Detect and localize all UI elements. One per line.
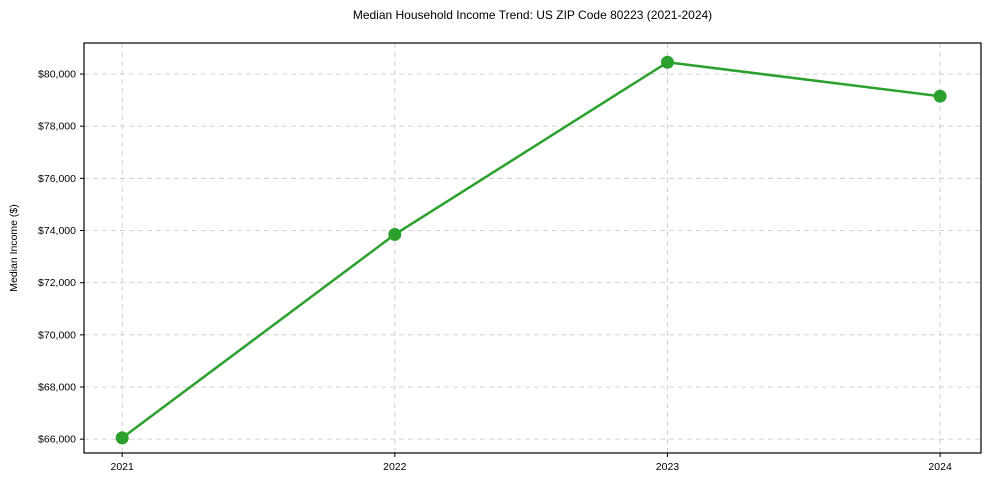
y-tick-label: $78,000	[38, 121, 76, 133]
x-tick-label: 2024	[928, 461, 952, 473]
y-tick-label: $80,000	[38, 69, 76, 81]
x-tick-label: 2021	[110, 461, 134, 473]
data-point-2024	[933, 89, 947, 103]
y-tick-label: $72,000	[38, 277, 76, 289]
y-tick-label: $68,000	[38, 382, 76, 394]
plot-border	[83, 42, 982, 454]
x-tick-label: 2022	[383, 461, 407, 473]
data-point-2023	[660, 55, 674, 69]
x-tick-label: 2023	[656, 461, 680, 473]
y-tick-label: $70,000	[38, 329, 76, 341]
y-axis-label: Median Income ($)	[8, 204, 20, 292]
trend-line	[120, 61, 942, 440]
y-tick-label: $74,000	[38, 225, 76, 237]
data-point-2021	[115, 431, 129, 445]
y-tick-label: $66,000	[38, 434, 76, 446]
y-tick-label: $76,000	[38, 173, 76, 185]
chart-title: Median Household Income Trend: US ZIP Co…	[352, 8, 713, 22]
data-point-2022	[388, 227, 402, 241]
